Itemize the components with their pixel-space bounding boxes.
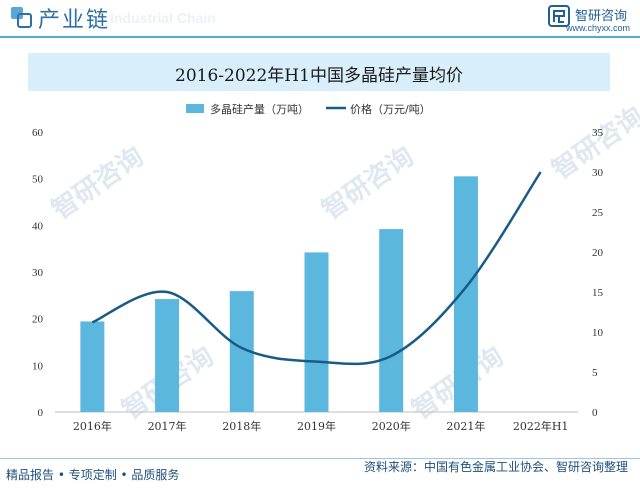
- page-title: 产业链: [38, 8, 111, 33]
- x-tick-label: 2019年: [297, 419, 336, 433]
- y-right-tick-label: 10: [592, 327, 604, 339]
- y-right-tick-label: 20: [592, 247, 604, 259]
- bar: [155, 299, 180, 412]
- chart-title: 2016-2022年H1中国多晶硅产量均价: [175, 66, 463, 86]
- brand: 智研咨询 www.chyxx.com: [548, 3, 638, 35]
- watermark-text: 智研咨询: [316, 141, 419, 226]
- bar: [80, 321, 105, 412]
- watermark-text: 智研咨询: [46, 141, 149, 226]
- bar: [304, 252, 329, 412]
- bar: [453, 176, 478, 412]
- y-left-tick-label: 0: [38, 407, 44, 419]
- legend-label-bar: 多晶硅产量（万吨）: [210, 102, 309, 116]
- y-right-tick-label: 35: [592, 127, 604, 139]
- y-left-tick-label: 60: [32, 127, 44, 139]
- legend-swatch-bar: [186, 104, 204, 113]
- y-left-tick-label: 30: [32, 267, 44, 279]
- footer-source: 资料来源：中国有色金属工业协会、智研咨询整理: [363, 460, 628, 474]
- x-tick-label: 2018年: [222, 419, 261, 433]
- brand-url: www.chyxx.com: [566, 23, 631, 33]
- footer-tagline: 精品报告 • 专项定制 • 品质服务: [6, 468, 180, 482]
- legend-label-line: 价格（万元/吨）: [350, 102, 431, 116]
- y-left-tick-label: 20: [32, 314, 44, 326]
- footer-divider: [0, 458, 640, 459]
- y-right-tick-label: 0: [592, 407, 598, 419]
- x-tick-label: 2021年: [446, 419, 485, 433]
- y-right-tick-label: 5: [592, 367, 598, 379]
- header: Industrial Chain 产业链 智研咨询 www.chyxx.com: [0, 0, 640, 34]
- chart-title-box: 2016-2022年H1中国多晶硅产量均价: [28, 53, 610, 91]
- y-left-tick-label: 40: [32, 220, 44, 232]
- x-tick-label: 2022年H1: [513, 419, 569, 433]
- header-watermark: Industrial Chain: [110, 10, 216, 26]
- header-divider: [0, 36, 640, 38]
- y-right-tick-label: 25: [592, 207, 604, 219]
- brand-logo-icon: [548, 5, 570, 27]
- y-left-tick-label: 10: [32, 360, 44, 372]
- x-tick-label: 2020年: [372, 419, 411, 433]
- y-right-tick-label: 15: [592, 287, 604, 299]
- x-tick-label: 2016年: [73, 419, 112, 433]
- bar: [379, 229, 404, 412]
- y-left-tick-label: 50: [32, 174, 44, 186]
- y-right-tick-label: 30: [592, 167, 604, 179]
- brand-name: 智研咨询: [575, 9, 628, 24]
- x-tick-label: 2017年: [148, 419, 187, 433]
- chain-icon: [11, 7, 32, 28]
